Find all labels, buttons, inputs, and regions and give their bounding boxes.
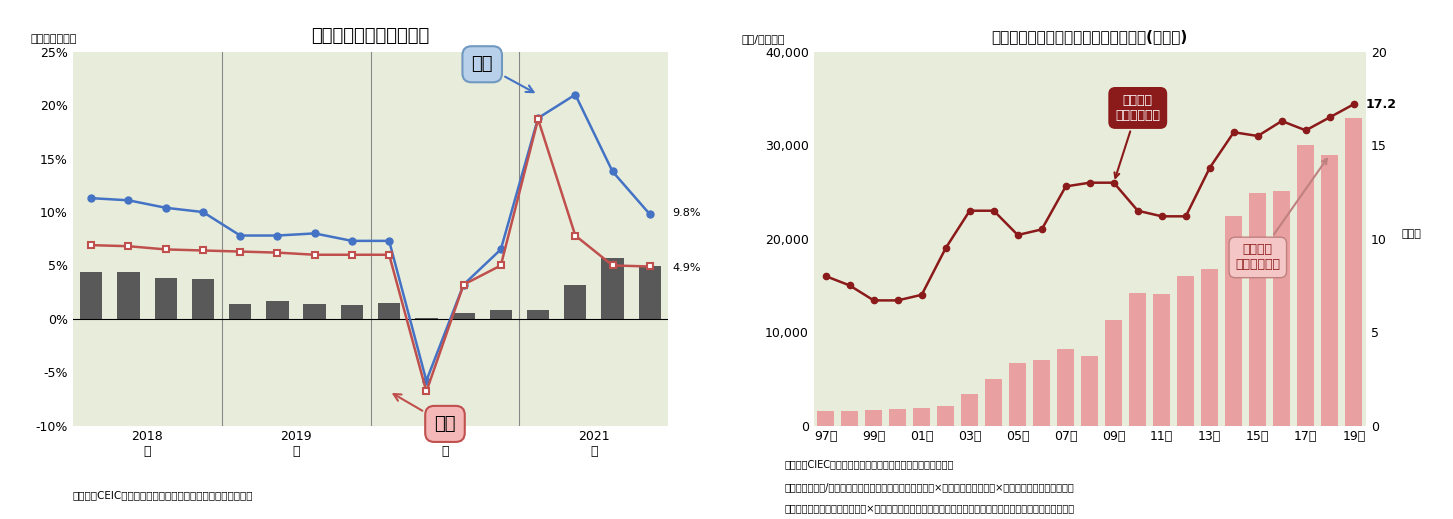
Bar — [1298, 145, 1314, 426]
Bar — [841, 411, 859, 426]
Bar — [985, 378, 1003, 426]
Y-axis label: （倍）: （倍） — [1402, 229, 1421, 239]
Bar — [1081, 356, 1098, 426]
Bar — [154, 278, 177, 319]
Bar — [340, 305, 363, 319]
Bar — [266, 301, 289, 319]
Text: （資料）CEIC（出所は中国国家統計局）のデータを元に作成: （資料）CEIC（出所は中国国家統計局）のデータを元に作成 — [73, 490, 253, 500]
Bar — [452, 313, 475, 319]
Bar — [1154, 294, 1170, 426]
Bar — [866, 410, 882, 426]
Text: （前年同期比）: （前年同期比） — [31, 34, 77, 45]
Bar — [1058, 349, 1074, 426]
Bar — [1225, 215, 1242, 426]
Bar — [962, 394, 978, 426]
Bar — [1177, 276, 1194, 426]
Bar — [230, 304, 251, 319]
Bar — [1010, 363, 1026, 426]
Bar — [1129, 293, 1146, 426]
Text: 実質: 実質 — [394, 394, 456, 433]
Bar — [80, 272, 102, 319]
Text: 名目: 名目 — [471, 55, 533, 92]
Bar — [416, 318, 437, 319]
Title: 住宅価格とその年間所得の倍率の推移(上海市): 住宅価格とその年間所得の倍率の推移(上海市) — [991, 29, 1189, 44]
Bar — [192, 279, 214, 319]
Bar — [1250, 193, 1266, 426]
Bar — [1345, 118, 1363, 426]
Text: 9.8%: 9.8% — [673, 208, 700, 218]
Text: 4.9%: 4.9% — [673, 263, 700, 272]
Bar — [1202, 269, 1218, 426]
Bar — [1033, 360, 1051, 426]
Bar — [937, 405, 955, 426]
Bar — [304, 304, 325, 319]
Bar — [378, 303, 401, 319]
Text: 住宅価格
（左目盛り）: 住宅価格 （左目盛り） — [1235, 159, 1327, 271]
Text: 所得倍率
（右目盛り）: 所得倍率 （右目盛り） — [1114, 94, 1161, 178]
Text: （資料）CIEC（出所は中国国家統計局）のデータを元に作成: （資料）CIEC（出所は中国国家統計局）のデータを元に作成 — [785, 459, 955, 469]
Bar — [914, 408, 930, 426]
Bar — [564, 284, 587, 319]
Text: （元/平方米）: （元/平方米） — [742, 34, 786, 45]
Bar — [1273, 191, 1290, 426]
Bar — [889, 409, 907, 426]
Bar — [1106, 320, 1122, 426]
Text: （注）住宅価格/所得倍率は、分子が世帯あたり構成人数×一人あたり建築面積×単位あたり分譲住宅販売価: （注）住宅価格/所得倍率は、分子が世帯あたり構成人数×一人あたり建築面積×単位あ… — [785, 483, 1074, 493]
Bar — [817, 411, 834, 426]
Bar — [490, 310, 511, 319]
Bar — [602, 258, 623, 319]
Bar — [638, 266, 661, 319]
Text: 17.2: 17.2 — [1366, 98, 1396, 111]
Title: 名目成長率と実質成長率: 名目成長率と実質成長率 — [311, 27, 430, 45]
Bar — [1321, 155, 1338, 426]
Text: 格、分母が世帯あたり就業者数×一人あたり年間賃金として計算。尚、データ未公表の場合は直近値を使用。: 格、分母が世帯あたり就業者数×一人あたり年間賃金として計算。尚、データ未公表の場… — [785, 503, 1075, 513]
Bar — [118, 272, 139, 319]
Bar — [527, 310, 549, 319]
